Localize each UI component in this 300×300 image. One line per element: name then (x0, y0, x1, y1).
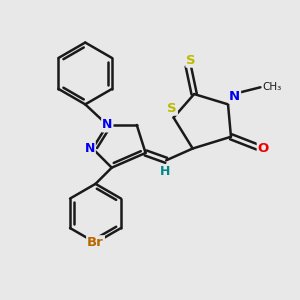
Text: Br: Br (87, 236, 104, 249)
Text: N: N (102, 118, 112, 131)
Text: S: S (186, 54, 196, 67)
Text: N: N (85, 142, 95, 155)
Text: S: S (167, 102, 177, 115)
Text: O: O (258, 142, 269, 155)
Text: N: N (229, 90, 240, 103)
Text: H: H (160, 165, 170, 178)
Text: CH₃: CH₃ (263, 82, 282, 92)
